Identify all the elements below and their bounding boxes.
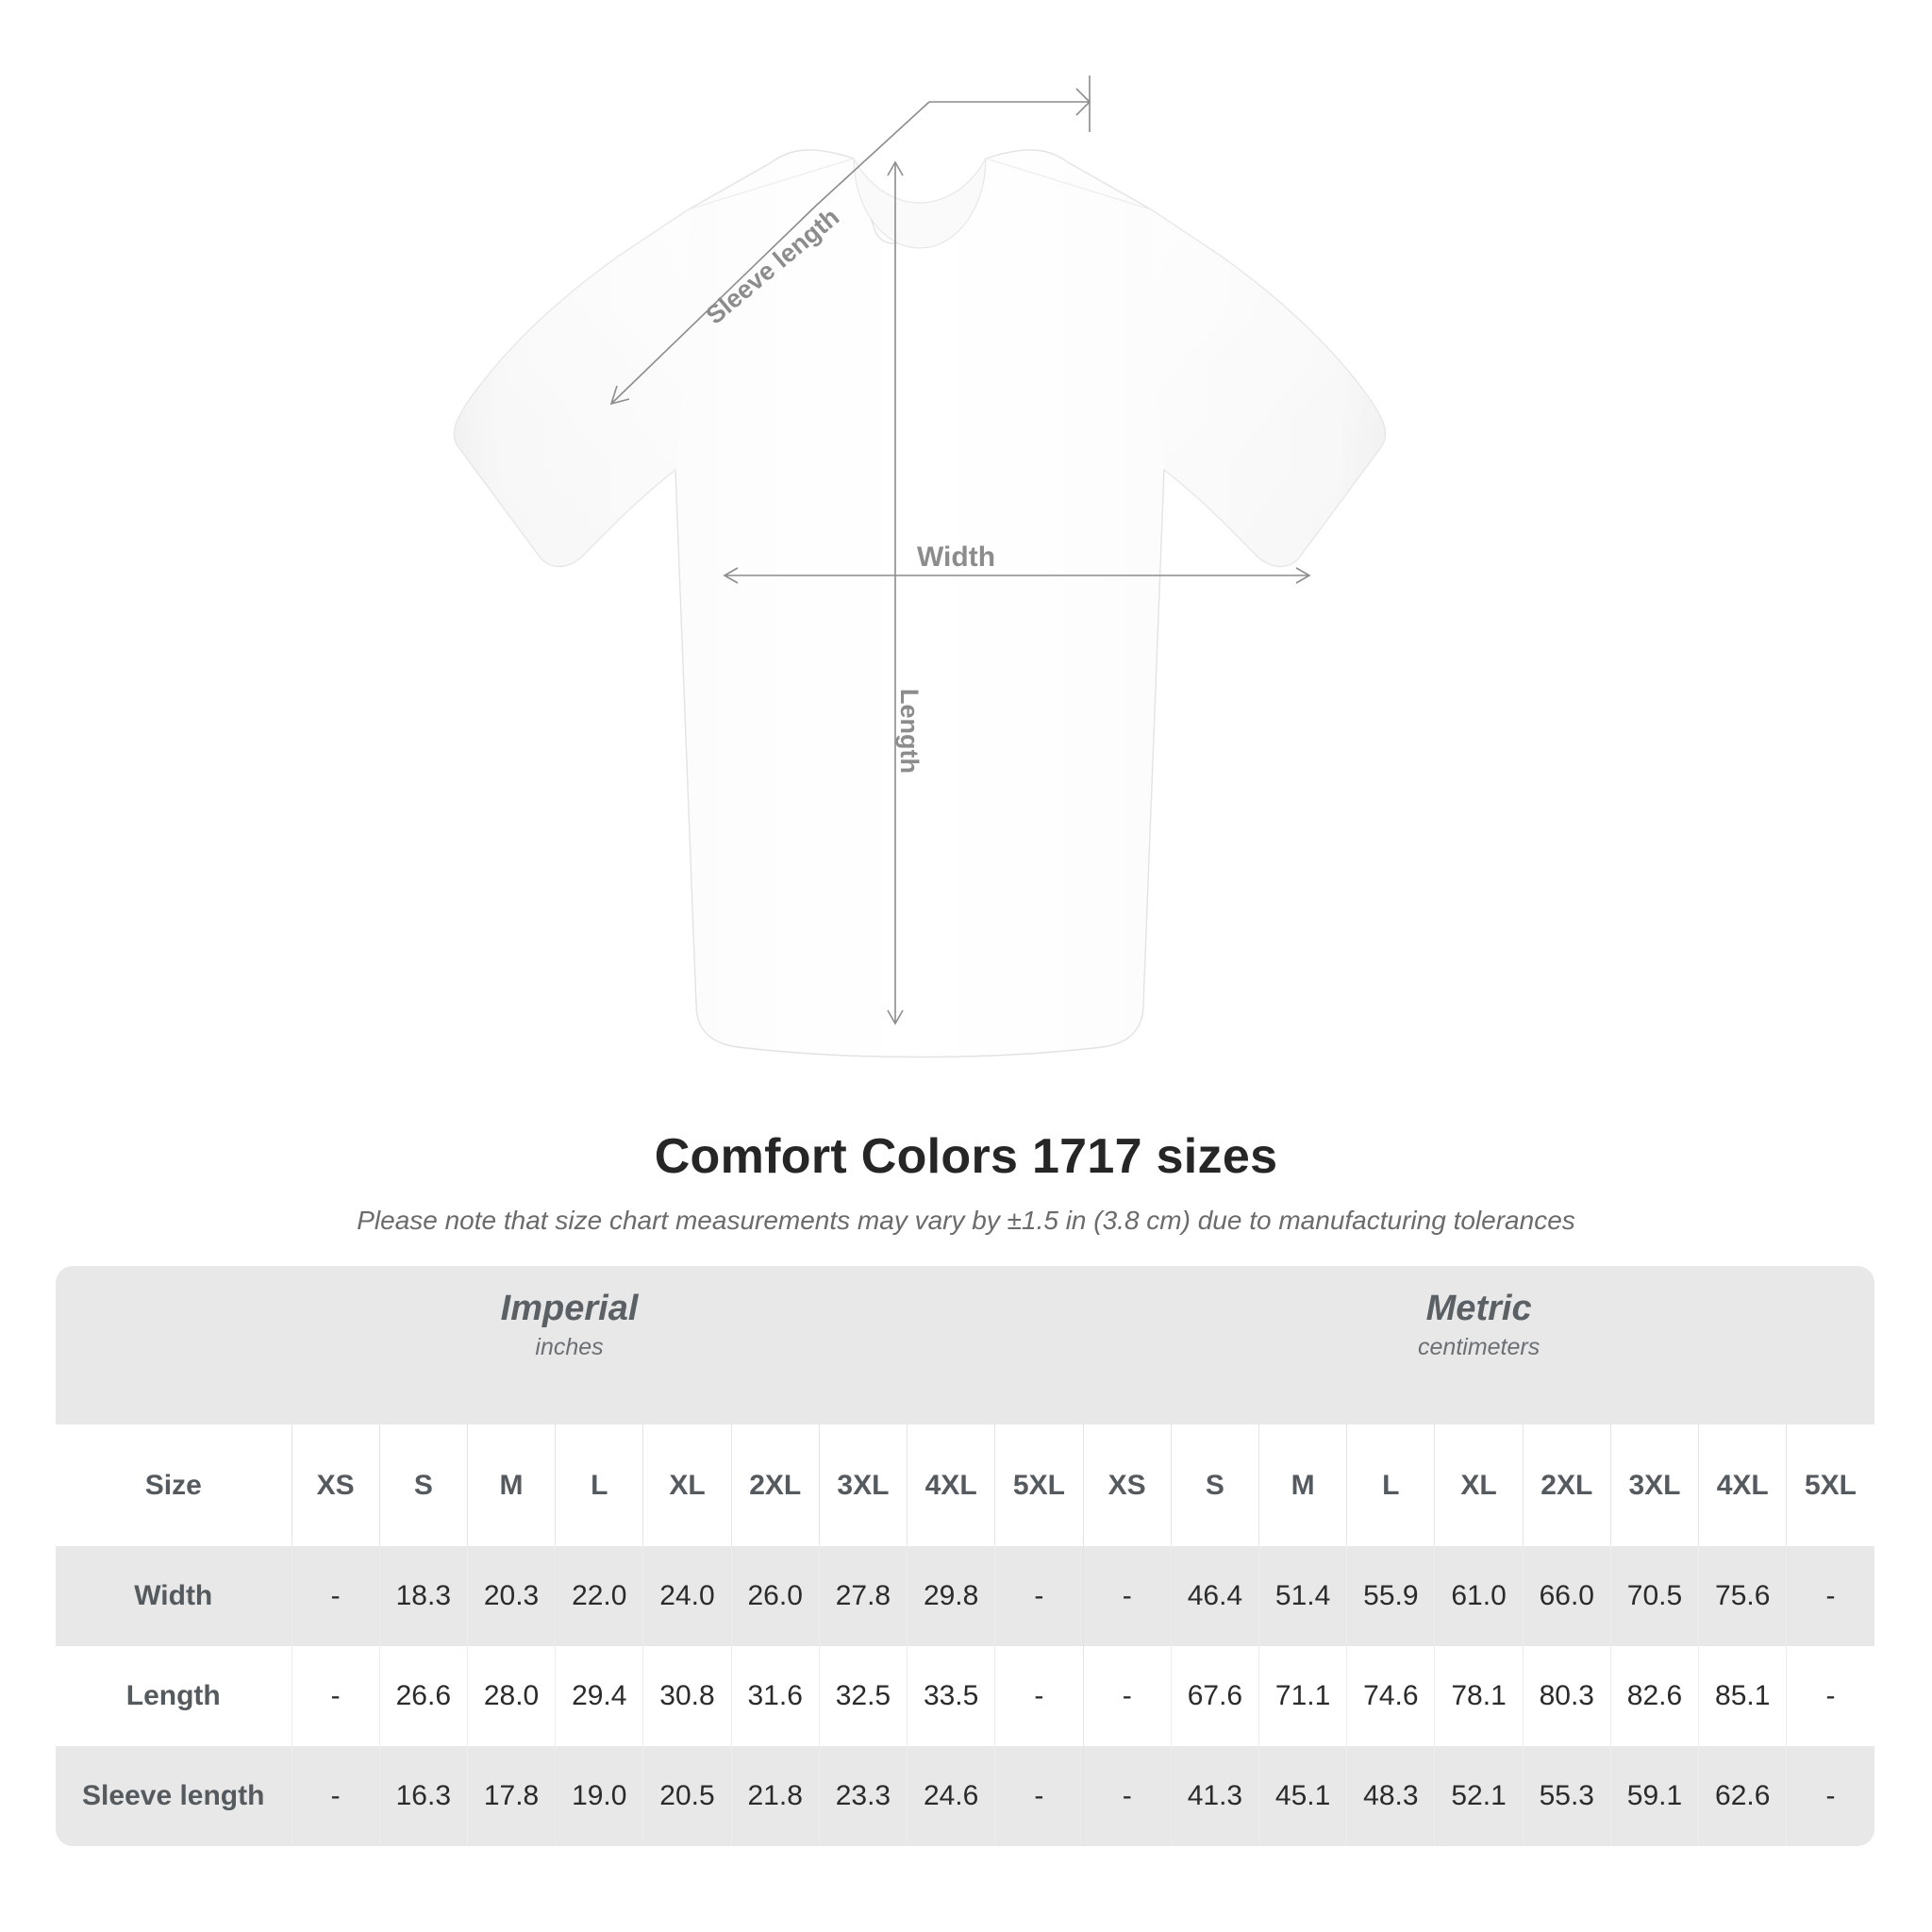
svg-text:Sleeve length: Sleeve length — [701, 203, 845, 330]
svg-text:Width: Width — [917, 541, 995, 573]
svg-text:Length: Length — [895, 689, 924, 774]
